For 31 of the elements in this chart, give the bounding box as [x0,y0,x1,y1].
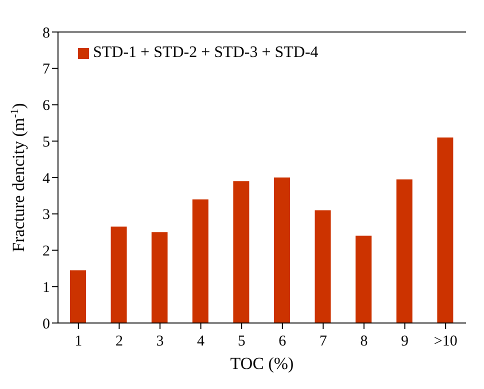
x-tick-label: 8 [360,334,368,350]
bar [192,199,208,323]
y-tick-label: 0 [42,316,50,332]
bar [110,226,127,323]
y-tick-label: 8 [42,25,50,42]
x-tick-label: 9 [401,334,409,350]
y-tick-label: 2 [42,244,50,260]
x-tick-label: 4 [197,334,206,350]
x-tick-label: >10 [434,334,458,350]
x-tick-label: 6 [278,334,287,350]
x-tick-label: 1 [74,334,82,350]
y-tick-label: 1 [42,280,50,296]
bar [356,236,372,323]
y-tick-label: 5 [42,134,50,150]
bar [437,137,454,323]
x-tick-label: 2 [115,334,123,350]
y-tick-label: 4 [42,170,50,187]
y-tick-label: 3 [42,207,50,224]
x-tick-label: 3 [156,334,164,350]
x-tick-label: 7 [319,334,328,350]
y-tick-label: 6 [42,98,50,114]
bar [314,210,331,323]
bar [233,181,250,323]
x-tick-label: 5 [238,334,246,350]
bar [396,179,412,323]
bar [152,232,168,323]
bar [70,270,86,323]
legend-label: STD-1 + STD-2 + STD-3 + STD-4 [93,44,318,61]
y-tick-label: 7 [42,62,50,78]
x-axis-title: TOC (%) [230,354,294,374]
bar [274,178,290,323]
